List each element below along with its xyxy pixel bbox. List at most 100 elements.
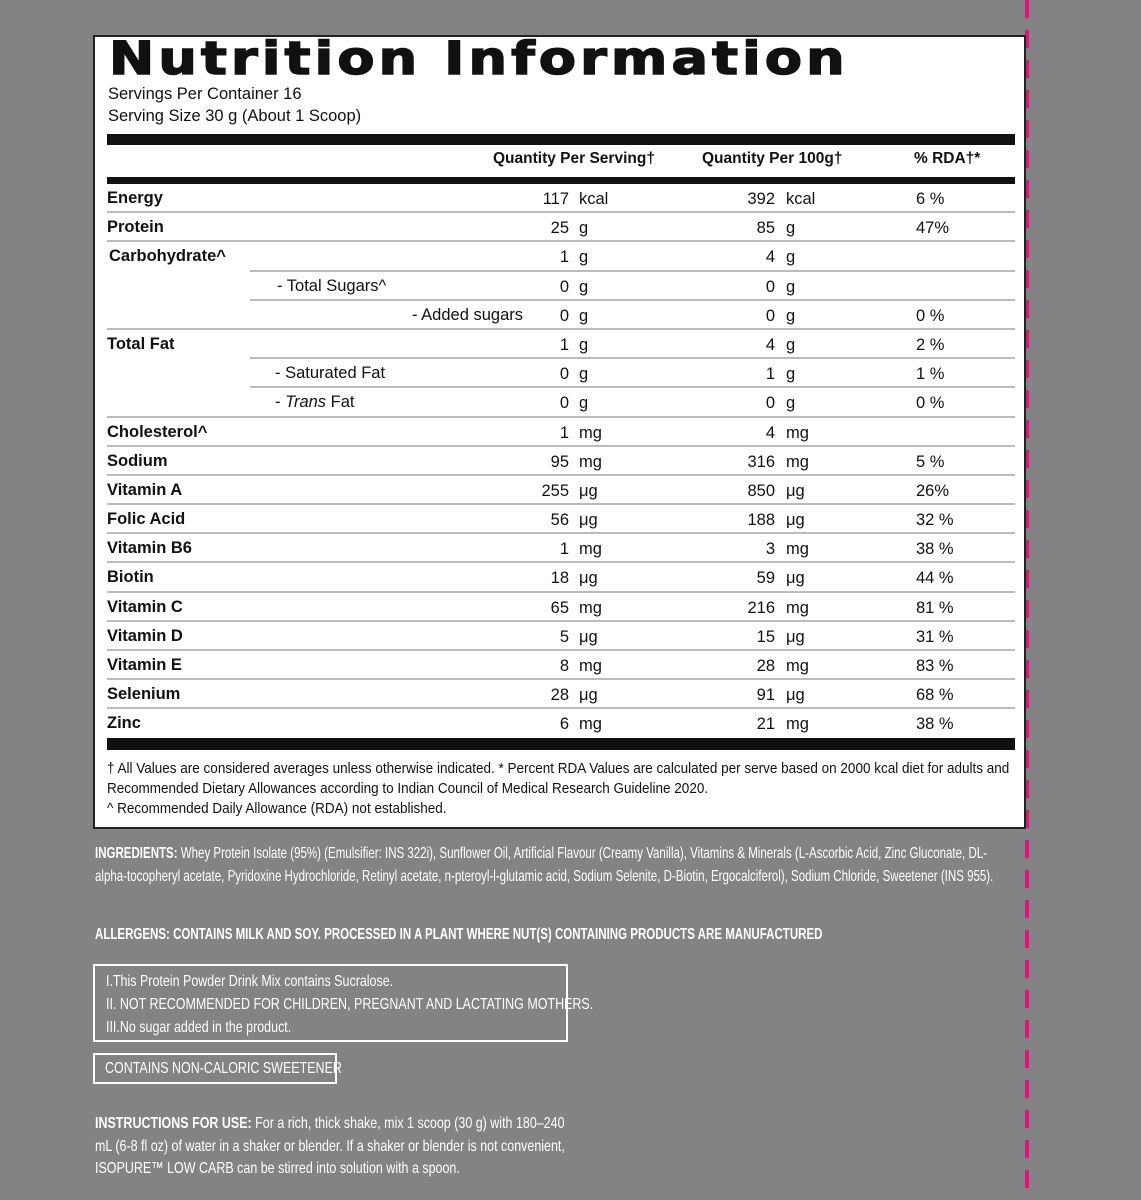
col-per-serving: Quantity Per Serving† <box>493 150 655 167</box>
row-divider <box>107 707 1015 710</box>
rda-value: 83 % <box>916 657 954 675</box>
per-100g-value: 1 <box>765 365 775 384</box>
per-serving-value: 65 <box>550 598 569 617</box>
table-row: - Saturated Fat 0 g 1 g 1 % <box>107 359 1015 389</box>
serving-size: Serving Size 30 g (About 1 Scoop) <box>108 107 362 125</box>
per-serving-value: 1 <box>559 248 569 267</box>
rda-value: 32 % <box>916 511 954 530</box>
per-serving-value: 28 <box>550 686 569 705</box>
nutrient-name: Selenium <box>107 685 181 704</box>
per-serving-value: 255 <box>541 481 569 500</box>
warning: I.This Protein Powder Drink Mix contains… <box>106 973 394 990</box>
per-serving-unit: g <box>579 219 589 238</box>
divider-thick <box>107 134 1015 145</box>
nutrient-name: Biotin <box>107 568 154 587</box>
per-serving-value: 18 <box>550 569 569 588</box>
per-100g-unit: μg <box>786 686 805 705</box>
per-100g-value: 4 <box>765 335 775 354</box>
per-100g-value: 0 <box>765 306 775 325</box>
per-serving-unit: g <box>579 394 589 413</box>
per-100g-value: 21 <box>756 715 775 734</box>
row-divider <box>107 649 1015 651</box>
rda-value: 6 % <box>916 190 945 208</box>
per-serving-unit: μg <box>579 627 598 646</box>
table-row: Vitamin D 5 μg 15 μg 31 % <box>107 622 1015 651</box>
per-100g-value: 392 <box>747 190 775 208</box>
instructions-text: For a rich, thick shake, mix 1 scoop (30… <box>95 1115 565 1177</box>
warnings-box: I.This Protein Powder Drink Mix contains… <box>93 964 593 1042</box>
table-row: Carbohydrate^ 1 g 4 g <box>107 242 1015 272</box>
per-serving-value: 25 <box>550 219 569 238</box>
allergens: ALLERGENS: CONTAINS MILK AND SOY. PROCES… <box>95 926 823 943</box>
table-row: Sodium 95 mg 316 mg 5 % <box>107 447 1015 476</box>
per-serving-value: 56 <box>550 511 569 530</box>
nutrient-name: - Trans Fat <box>275 393 355 412</box>
per-100g-unit: g <box>786 248 796 267</box>
instructions-label: INSTRUCTIONS FOR USE: <box>95 1115 252 1132</box>
servings-per-container: Servings Per Container 16 <box>108 85 302 103</box>
per-serving-unit: g <box>579 335 589 354</box>
rda-value: 5 % <box>916 452 945 471</box>
nutrient-name: - Total Sugars^ <box>277 276 387 295</box>
divider-bottom <box>107 738 1015 750</box>
per-100g-value: 15 <box>756 627 775 646</box>
row-divider <box>107 473 1015 476</box>
footnotes: † All Values are considered averages unl… <box>107 759 1016 819</box>
row-divider <box>107 532 1015 535</box>
row-divider <box>107 678 1015 681</box>
per-serving-value: 0 <box>559 365 569 384</box>
per-100g-unit: μg <box>786 569 805 588</box>
nutrient-name: Vitamin C <box>107 597 183 616</box>
row-divider <box>107 415 1015 418</box>
rda-value: 1 % <box>916 365 945 384</box>
per-100g-unit: mg <box>786 598 809 617</box>
per-100g-unit: mg <box>786 423 809 442</box>
row-divider <box>107 590 1015 593</box>
row-divider <box>107 619 1015 622</box>
per-100g-unit: g <box>786 306 796 325</box>
per-100g-value: 4 <box>765 423 775 442</box>
rda-value: 81 % <box>916 598 954 617</box>
page-title: Nutrition Information <box>108 32 849 85</box>
nutrition-panel: Nutrition Information Servings Per Conta… <box>93 35 1026 829</box>
table-row: - Total Sugars^ 0 g 0 g <box>107 272 1015 301</box>
nutrient-name: Sodium <box>107 451 168 470</box>
nutrient-name: Folic Acid <box>107 510 186 529</box>
per-serving-value: 0 <box>559 306 569 325</box>
per-serving-value: 0 <box>559 277 569 296</box>
per-100g-unit: g <box>786 219 796 238</box>
nutrient-name: Protein <box>107 218 164 237</box>
per-100g-value: 850 <box>747 481 775 500</box>
per-100g-unit: mg <box>786 657 809 675</box>
rda-value: 26% <box>916 481 950 500</box>
rda-value: 0 % <box>916 394 945 413</box>
nutrient-name: Cholesterol^ <box>107 422 208 441</box>
rda-value: 47% <box>916 219 950 238</box>
table-row: Folic Acid 56 μg 188 μg 32 % <box>107 505 1015 535</box>
table-row: Biotin 18 μg 59 μg 44 % <box>107 563 1015 593</box>
per-100g-unit: mg <box>786 452 809 471</box>
per-100g-unit: μg <box>786 481 805 500</box>
instructions: INSTRUCTIONS FOR USE: For a rich, thick … <box>95 1113 571 1181</box>
ingredients: INGREDIENTS: Whey Protein Isolate (95%) … <box>95 843 1009 888</box>
row-divider <box>107 211 1015 214</box>
warning: II. NOT RECOMMENDED FOR CHILDREN, PREGNA… <box>106 996 594 1013</box>
ingredients-label: INGREDIENTS: <box>95 845 178 862</box>
row-divider <box>250 357 1015 360</box>
table-row: Energy 117 kcal 392 kcal 6 % <box>107 184 1015 214</box>
per-serving-unit: μg <box>579 511 598 530</box>
row-divider <box>250 269 1015 272</box>
rda-value: 38 % <box>916 715 954 734</box>
per-100g-value: 85 <box>756 219 775 238</box>
table-row: Selenium 28 μg 91 μg 68 % <box>107 680 1015 710</box>
per-serving-unit: mg <box>579 452 602 471</box>
per-100g-unit: g <box>786 335 796 354</box>
per-serving-value: 95 <box>550 452 569 471</box>
ingredients-text: Whey Protein Isolate (95%) (Emulsifier: … <box>95 845 994 885</box>
col-rda: % RDA†* <box>914 150 981 167</box>
per-serving-unit: mg <box>579 657 602 675</box>
per-serving-value: 0 <box>559 394 569 413</box>
table-row: Vitamin E 8 mg 28 mg 83 % <box>107 651 1015 681</box>
col-per-100g: Quantity Per 100g† <box>702 150 843 167</box>
nutrient-name: Vitamin B6 <box>107 539 192 558</box>
